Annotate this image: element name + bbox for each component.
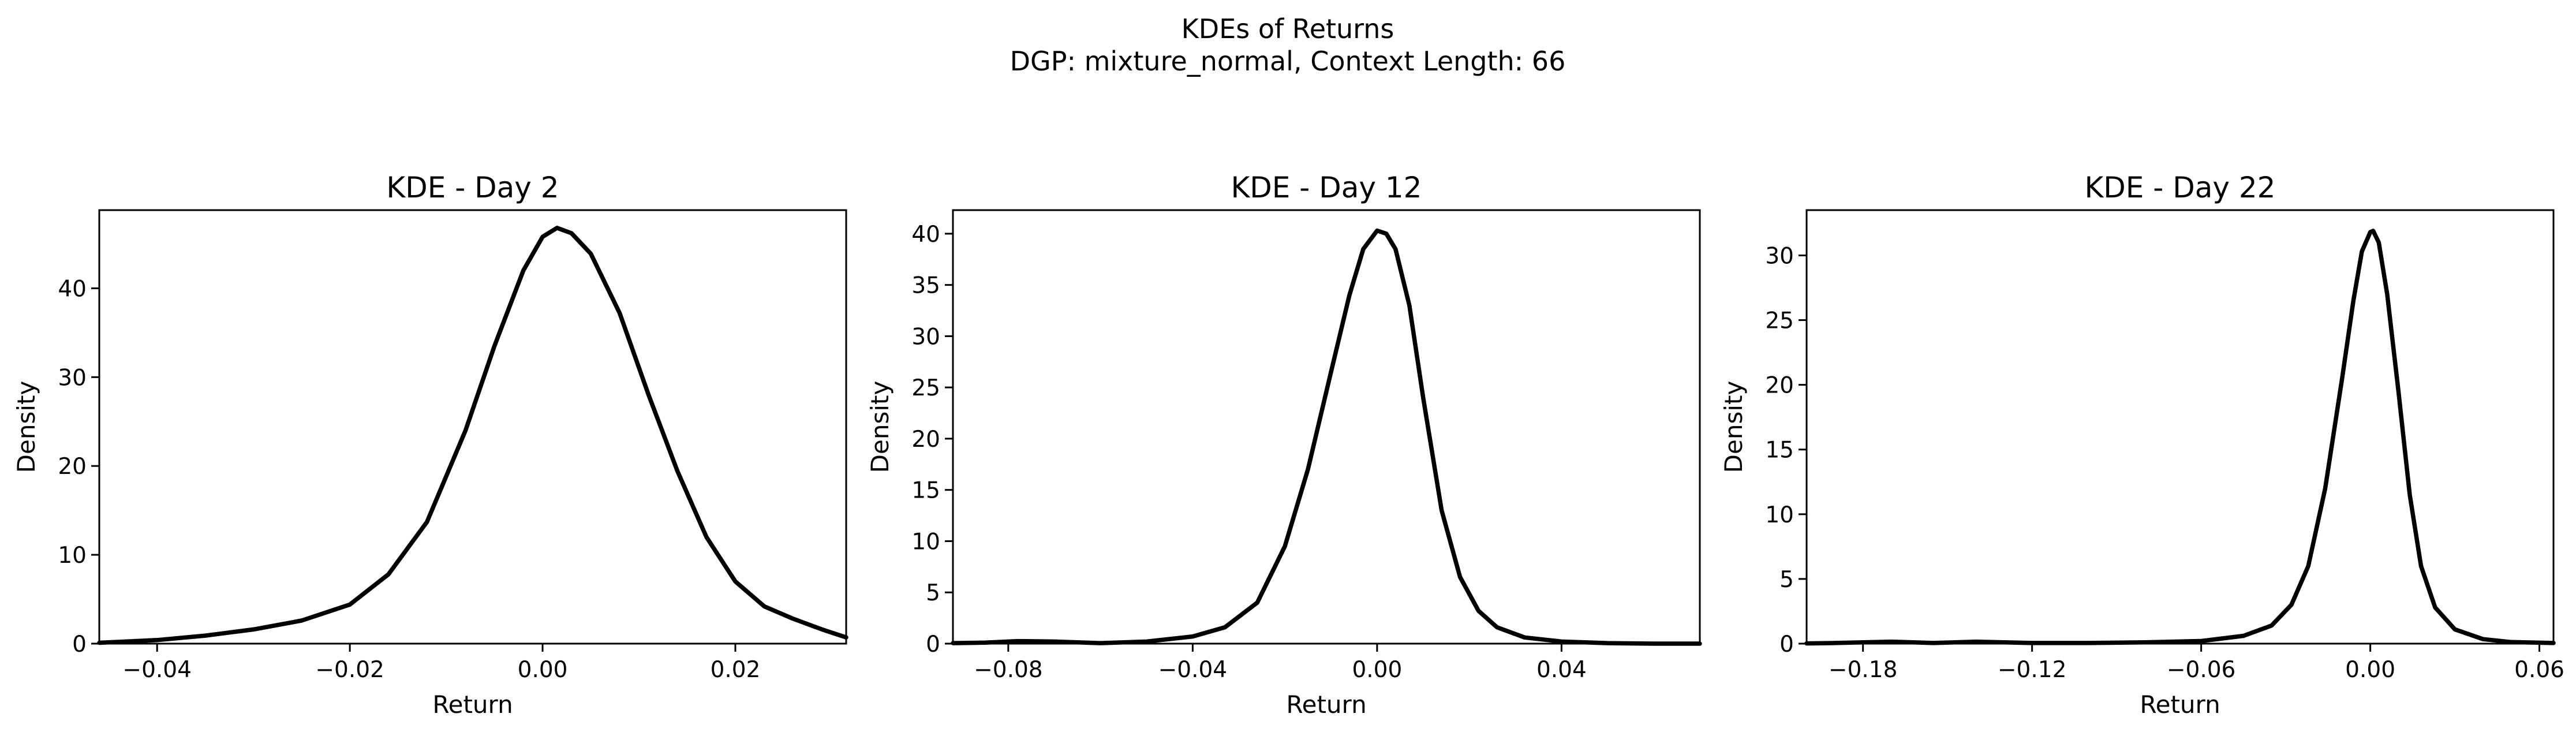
y-tick-label: 5 (926, 580, 940, 606)
x-tick-label: −0.04 (122, 657, 192, 683)
y-tick-label: 10 (911, 529, 940, 555)
chart-panel-2: −0.08 −0.04 0.00 0.04 0 5 10 15 20 25 30 35 40 KDE - … (866, 171, 1702, 719)
panel-title: KDE - Day 2 (386, 171, 559, 204)
x-axis-label: Return (1286, 690, 1366, 719)
plot-frame (1805, 209, 2555, 645)
y-tick-label: 35 (911, 273, 940, 299)
y-tick-label: 0 (1779, 632, 1794, 657)
figure-title-line2: DGP: mixture_normal, Context Length: 66 (1010, 46, 1566, 77)
x-tick-label: 0.00 (518, 657, 568, 683)
y-tick-label: 40 (58, 276, 87, 302)
y-tick-label: 10 (58, 543, 87, 569)
y-tick-label: 25 (1765, 308, 1794, 334)
y-tick-label: 15 (1765, 438, 1794, 464)
x-tick-label: −0.12 (1998, 657, 2067, 683)
y-tick-label: 20 (911, 427, 940, 453)
plot-frame (98, 209, 847, 645)
x-tick-label: −0.08 (974, 657, 1043, 683)
x-tick-label: 0.06 (2514, 657, 2564, 683)
x-axis-label: Return (2140, 690, 2220, 719)
density-curve (951, 228, 1702, 646)
y-axis-label: Density (1719, 381, 1748, 473)
figure-title-line1: KDEs of Returns (1182, 13, 1394, 44)
chart-panels: −0.04 −0.02 0.00 0.02 0 10 20 30 40 KDE - Day 2 Re… (12, 171, 2564, 719)
y-tick-label: 30 (911, 324, 940, 350)
y-tick-label: 20 (1765, 373, 1794, 399)
y-tick-label: 25 (911, 375, 940, 401)
y-axis-label: Density (866, 381, 894, 473)
density-curve (1804, 229, 2556, 646)
x-tick-label: 0.00 (2345, 657, 2395, 683)
y-tick-label: 20 (58, 454, 87, 480)
plot-frame (952, 209, 1701, 645)
y-tick-label: 0 (926, 632, 940, 657)
y-tick-label: 10 (1765, 502, 1794, 528)
y-axis-label: Density (12, 381, 40, 473)
x-tick-label: −0.02 (315, 657, 384, 683)
chart-panel-1: −0.04 −0.02 0.00 0.02 0 10 20 30 40 KDE - Day 2 Re… (12, 171, 848, 719)
x-tick-label: −0.18 (1829, 657, 1898, 683)
panel-title: KDE - Day 12 (1231, 171, 1422, 204)
x-tick-label: 0.04 (1536, 657, 1587, 683)
y-tick-label: 30 (58, 365, 87, 391)
y-tick-label: 0 (72, 632, 87, 657)
density-curve (97, 226, 848, 645)
chart-panel-3: −0.18 −0.12 −0.06 0.00 0.06 0 5 10 15 20 25 30 KDE -… (1719, 171, 2564, 719)
y-tick-label: 30 (1765, 243, 1794, 269)
x-tick-label: −0.04 (1158, 657, 1228, 683)
x-axis-label: Return (432, 690, 513, 719)
y-tick-label: 5 (1779, 567, 1794, 593)
panel-title: KDE - Day 22 (2085, 171, 2276, 204)
x-tick-label: 0.02 (711, 657, 761, 683)
y-tick-label: 40 (911, 222, 940, 248)
x-tick-label: 0.00 (1352, 657, 1402, 683)
x-tick-label: −0.06 (2167, 657, 2236, 683)
y-tick-label: 15 (911, 478, 940, 504)
